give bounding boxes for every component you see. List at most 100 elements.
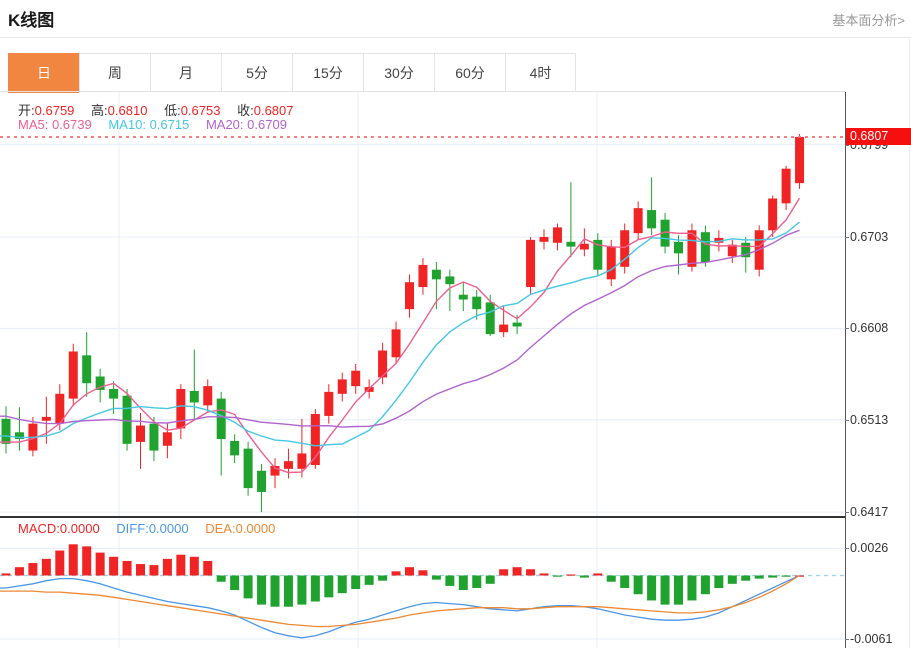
candle-body [445,276,455,285]
macd-hist-bar [391,571,401,576]
macd-hist-bar [539,573,549,576]
candlestick-chart-canvas[interactable] [0,92,845,517]
macd-hist-bar [606,575,616,582]
macd-hist-bar [431,575,441,580]
macd-hist-bar [243,575,253,599]
fundamental-analysis-link[interactable]: 基本面分析> [832,13,905,28]
dea-line [0,574,800,628]
tab-30min[interactable]: 30分 [363,54,434,92]
macd-hist-bar [552,575,562,577]
candle-body [162,432,172,446]
low-label: 低 [164,103,181,118]
price-tick-0.6513: 0.6513 [844,412,889,427]
macd-hist-bar [230,575,240,591]
macd-hist-bar [203,560,213,576]
candle-body [216,398,226,440]
candle-body [741,242,751,258]
macd-hist-bar [162,558,172,576]
macd-hist-bar [95,552,105,576]
macd-hist-bar [458,575,468,591]
candle-body [203,386,213,406]
macd-hist-bar [310,575,320,602]
candle-body [647,210,657,229]
candle-body [149,423,159,451]
candle-body [391,329,401,358]
candle-body [472,296,482,310]
ma20-line [0,229,800,428]
macd-hist-bar [768,575,778,578]
candle-body [606,246,616,280]
candle-body [539,237,549,242]
candle-body [579,243,589,250]
candle-body [283,461,293,469]
candle-body [552,227,562,243]
candle-body [593,239,603,270]
macd-hist-bar [28,563,38,576]
macd-hist-bar [364,575,374,585]
macd-hist-bar [324,575,334,598]
candle-body [660,219,670,247]
macd-hist-bar [378,575,388,581]
macd-hist-bar [660,575,670,605]
tab-day[interactable]: 日 [8,53,79,93]
open-label: 开 [18,103,35,118]
tab-week[interactable]: 周 [79,54,150,92]
ohlc-legend: 开0.6759 高0.6810 低0.6753 收0.6807 [18,100,307,119]
candle-body [270,465,280,476]
macd-hist-bar [1,573,11,576]
macd-hist-bar [82,546,92,576]
ma10-legend: MA100.6715 [108,117,189,132]
tab-60min[interactable]: 60分 [434,54,505,92]
ma20-legend: MA200.6709 [206,117,287,132]
price-tick-0.6703: 0.6703 [844,230,889,244]
candle-body [526,239,536,288]
macd-tick-0.0026: 0.0026 [844,541,889,556]
macd-hist-bar [351,575,361,590]
header-divider [0,37,911,38]
candle-body [431,269,441,280]
macd-hist-bar [687,575,697,601]
candle-body [714,237,724,243]
ma10-line [0,221,800,447]
macd-hist-bar [633,575,643,595]
macd-hist-bar [781,575,791,577]
candle-body [485,302,495,335]
panel-divider [0,516,845,518]
candle-body [351,370,361,387]
candle-body [41,416,51,421]
candle-body [405,282,414,310]
price-tick-0.6608: 0.6608 [844,321,889,336]
tab-month[interactable]: 月 [150,54,221,92]
candle-body [512,322,522,327]
macd-hist-bar [14,567,24,576]
macd-hist-bar [337,575,347,594]
close-value: 0.6807 [253,103,294,118]
open-value: 0.6759 [34,103,75,118]
macd-value-legend: MACD0.0000 [18,521,100,536]
macd-hist-bar [216,575,226,582]
candle-body [14,432,24,440]
macd-chart-canvas[interactable] [0,518,845,648]
candle-body [95,376,105,390]
price-axis-line [845,92,846,648]
macd-hist-bar [136,564,145,576]
tab-5min[interactable]: 5分 [221,54,292,92]
macd-hist-bar [472,575,482,588]
candle-body [176,388,186,429]
macd-hist-bar [445,575,455,586]
tab-4hour[interactable]: 4时 [505,54,576,92]
tabbar-bottom-border [0,91,845,92]
candle-body [1,418,11,444]
candle-body [566,241,576,247]
macd-tick--0.0061: -0.0061 [844,631,893,646]
macd-hist-bar [579,575,589,578]
macd-hist-bar [257,575,267,605]
dea-value-legend: DEA0.0000 [205,521,275,536]
tab-15min[interactable]: 15分 [292,54,363,92]
macd-hist-bar [270,575,280,607]
candle-body [257,470,267,492]
candle-body [674,241,683,254]
close-label: 收 [237,103,254,118]
macd-hist-bar [727,575,737,584]
